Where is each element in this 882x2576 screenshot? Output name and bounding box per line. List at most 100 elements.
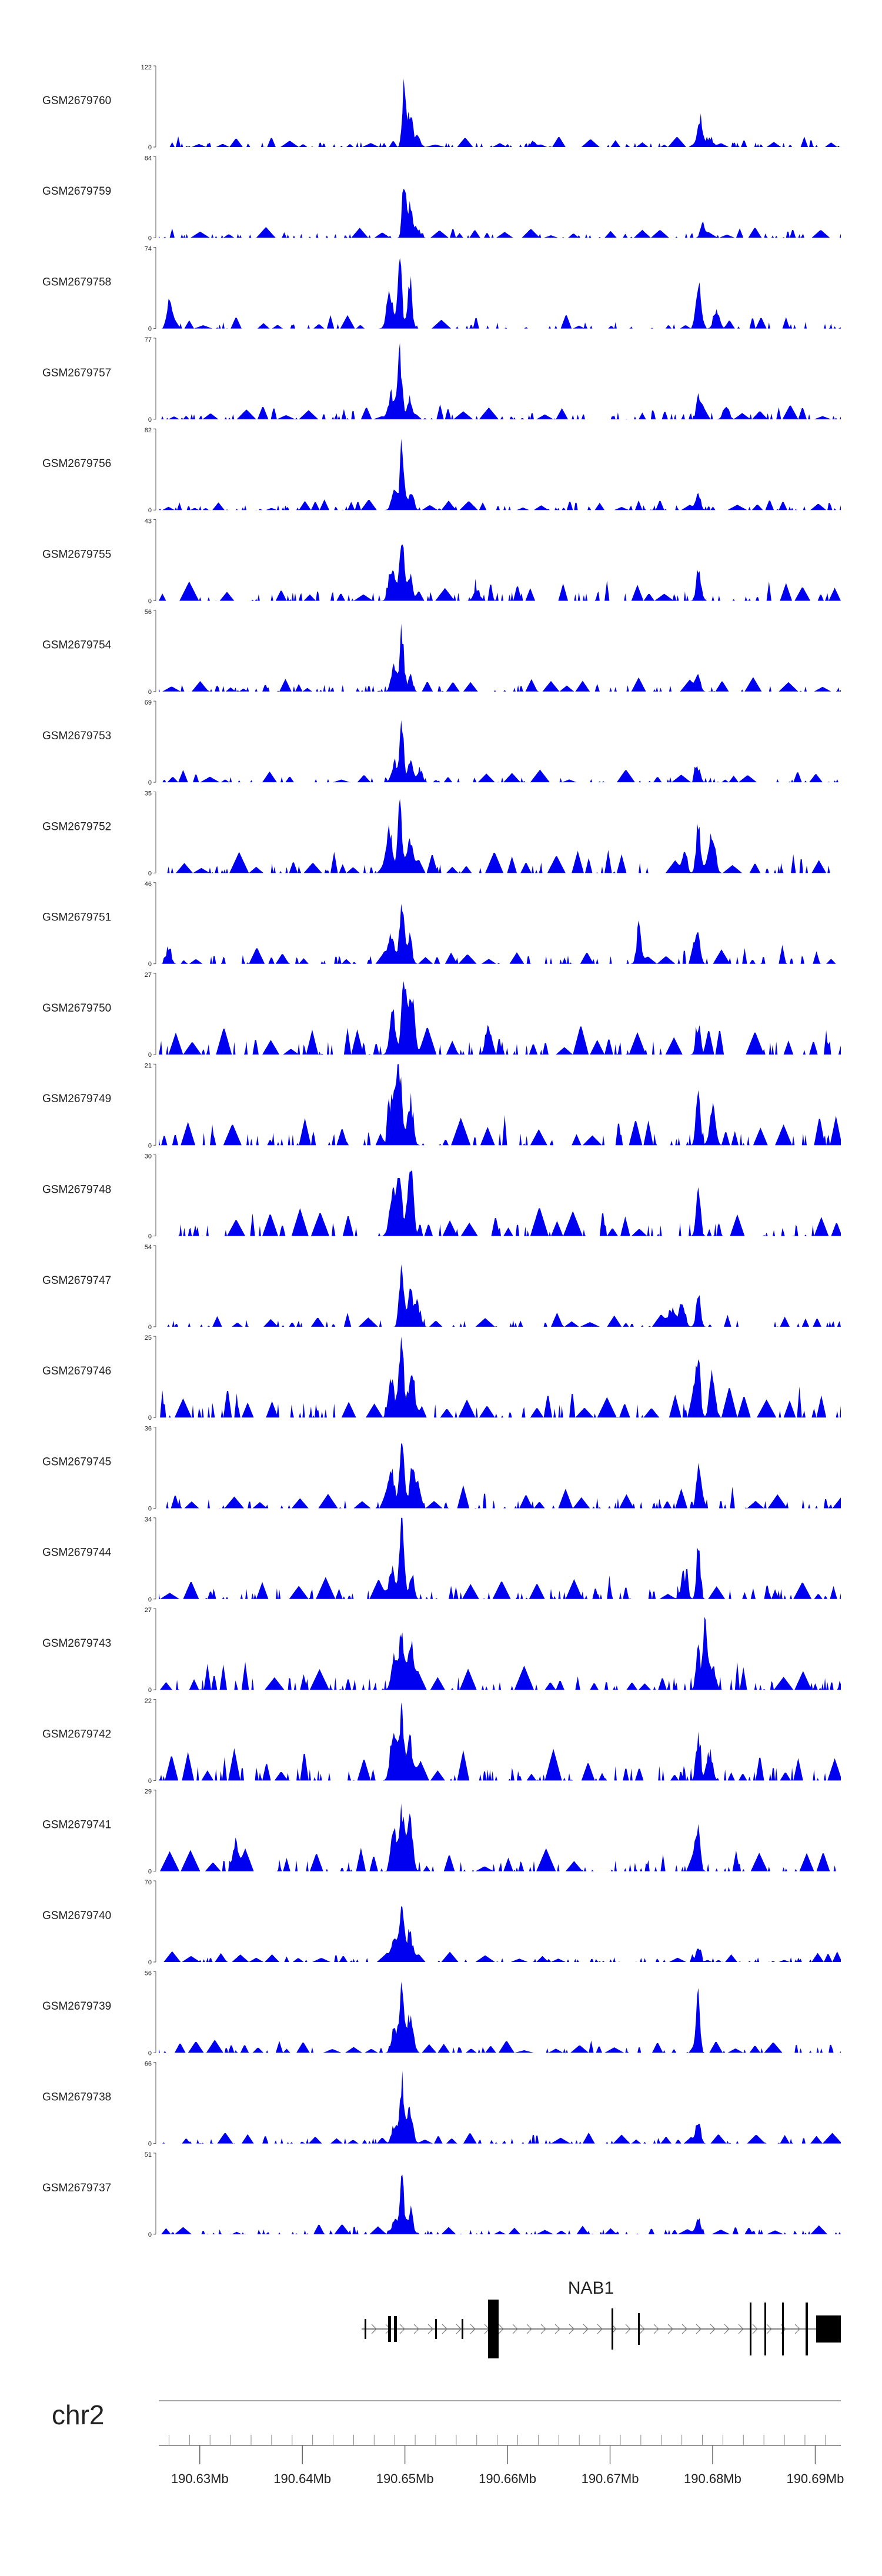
- y-min-label: 0: [148, 779, 152, 786]
- exon: [435, 2319, 437, 2339]
- y-max-label: 22: [145, 1697, 152, 1704]
- track-GSM2679752: GSM2679752 35 0: [42, 790, 841, 877]
- track-label: GSM2679747: [42, 1274, 111, 1287]
- coverage-area: [159, 903, 841, 964]
- track-GSM2679749: GSM2679749 21 0: [42, 1062, 841, 1149]
- coverage-area: [159, 1906, 841, 1962]
- y-min-label: 0: [148, 2050, 152, 2057]
- track-GSM2679745: GSM2679745 36 0: [42, 1426, 841, 1513]
- coverage-area: [159, 1170, 841, 1236]
- y-max-label: 27: [145, 1607, 152, 1614]
- track-GSM2679754: GSM2679754 56 0: [42, 609, 841, 696]
- track-label: GSM2679753: [42, 730, 111, 742]
- strand-arrow: [794, 2324, 800, 2334]
- exon: [750, 2303, 751, 2355]
- y-min-label: 0: [148, 1324, 152, 1331]
- track-GSM2679739: GSM2679739 56 0: [42, 1970, 841, 2057]
- y-min-label: 0: [148, 1596, 152, 1603]
- track-label: GSM2679738: [42, 2091, 111, 2103]
- strand-arrow: [456, 2324, 462, 2334]
- track-label: GSM2679745: [42, 1456, 111, 1468]
- exon: [388, 2316, 391, 2342]
- y-max-label: 56: [145, 1970, 152, 1977]
- tick-label: 190.63Mb: [171, 2471, 229, 2486]
- exon: [816, 2315, 841, 2343]
- tick-label: 190.67Mb: [582, 2471, 639, 2486]
- y-min-label: 0: [148, 961, 152, 968]
- strand-arrow: [526, 2324, 532, 2334]
- strand-arrow: [512, 2324, 518, 2334]
- track-label: GSM2679737: [42, 2182, 111, 2194]
- y-max-label: 34: [145, 1516, 152, 1523]
- coverage-area: [159, 438, 841, 510]
- exon: [782, 2303, 784, 2355]
- strand-arrow: [498, 2324, 504, 2334]
- y-max-label: 29: [145, 1788, 152, 1796]
- gene-label: NAB1: [568, 2278, 614, 2298]
- y-max-label: 54: [145, 1244, 152, 1251]
- coverage-area: [159, 544, 841, 601]
- coverage-area: [159, 981, 841, 1055]
- track-GSM2679740: GSM2679740 70 0: [42, 1879, 841, 1966]
- strand-arrow: [597, 2324, 603, 2334]
- track-label: GSM2679743: [42, 1637, 111, 1650]
- exon: [764, 2303, 766, 2355]
- track-GSM2679756: GSM2679756 82 0: [42, 427, 841, 514]
- tick-label: 190.66Mb: [479, 2471, 536, 2486]
- coverage-area: [159, 720, 841, 783]
- track-GSM2679750: GSM2679750 27 0: [42, 972, 841, 1059]
- y-min-label: 0: [148, 1777, 152, 1784]
- y-max-label: 84: [145, 155, 152, 162]
- y-max-label: 25: [145, 1334, 152, 1342]
- coverage-area: [159, 1336, 841, 1418]
- strand-arrow: [554, 2324, 560, 2334]
- track-GSM2679751: GSM2679751 46 0: [42, 881, 841, 968]
- y-min-label: 0: [148, 144, 152, 151]
- track-label: GSM2679760: [42, 95, 111, 107]
- track-GSM2679747: GSM2679747 54 0: [42, 1244, 841, 1331]
- track-label: GSM2679748: [42, 1183, 111, 1196]
- y-max-label: 36: [145, 1426, 152, 1433]
- tick-label: 190.65Mb: [376, 2471, 434, 2486]
- strand-arrow: [696, 2324, 701, 2334]
- y-max-label: 77: [145, 336, 152, 343]
- track-GSM2679742: GSM2679742 22 0: [42, 1697, 841, 1784]
- strand-arrow: [583, 2324, 589, 2334]
- track-label: GSM2679746: [42, 1365, 111, 1377]
- exon: [365, 2319, 366, 2339]
- coverage-area: [159, 343, 841, 419]
- genome-axis: chr2 190.63Mb 190.64Mb 190.65Mb 190.66Mb 190.…: [52, 2400, 844, 2486]
- chromosome-label: chr2: [52, 2400, 104, 2430]
- track-label: GSM2679749: [42, 1093, 111, 1105]
- strand-arrow: [724, 2324, 730, 2334]
- track-label: GSM2679759: [42, 185, 111, 198]
- y-max-label: 122: [141, 64, 152, 71]
- y-min-label: 0: [148, 1414, 152, 1422]
- track-GSM2679746: GSM2679746 25 0: [42, 1334, 841, 1422]
- exon: [462, 2319, 463, 2339]
- coverage-area: [159, 623, 841, 692]
- exon: [612, 2308, 613, 2350]
- strand-arrow: [470, 2324, 476, 2334]
- coverage-area: [159, 1617, 841, 1690]
- coverage-tracks: GSM2679760 122 0 GSM2679759 84 0 GSM2679758 74 0…: [42, 64, 841, 2238]
- strand-arrow: [569, 2324, 574, 2334]
- y-min-label: 0: [148, 1233, 152, 1240]
- strand-arrow: [540, 2324, 546, 2334]
- track-GSM2679760: GSM2679760 122 0: [42, 64, 841, 151]
- exon: [638, 2313, 640, 2345]
- strand-arrow: [710, 2324, 716, 2334]
- coverage-area: [159, 78, 841, 147]
- track-label: GSM2679751: [42, 912, 111, 924]
- y-max-label: 74: [145, 246, 152, 253]
- y-min-label: 0: [148, 1868, 152, 1876]
- y-max-label: 30: [145, 1153, 152, 1160]
- coverage-area: [159, 1702, 841, 1781]
- y-max-label: 66: [145, 2061, 152, 2068]
- track-GSM2679748: GSM2679748 30 0: [42, 1153, 841, 1240]
- track-GSM2679759: GSM2679759 84 0: [42, 155, 841, 242]
- y-max-label: 21: [145, 1062, 152, 1069]
- strand-arrow: [399, 2324, 405, 2334]
- track-label: GSM2679754: [42, 639, 112, 652]
